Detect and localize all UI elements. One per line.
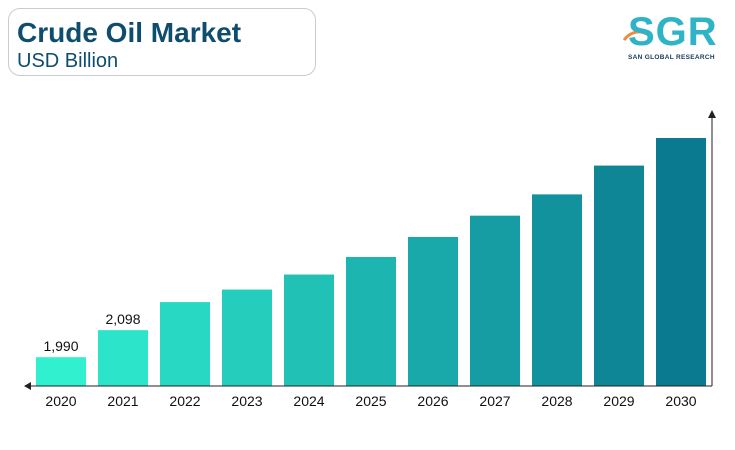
data-label-2021: 2,098 [105, 311, 140, 327]
x-axis-arrow-icon [24, 382, 31, 390]
sgr-logo: SGR SAN GLOBAL RESEARCH [622, 10, 726, 66]
y-axis-arrow-icon [708, 110, 716, 118]
bar-2029 [594, 165, 644, 386]
bar-2024 [284, 274, 334, 386]
bar-2028 [532, 194, 582, 386]
x-tick-label-2024: 2024 [293, 393, 324, 409]
x-tick-label-2027: 2027 [479, 393, 510, 409]
x-tick-label-2026: 2026 [417, 393, 448, 409]
x-tick-label-2022: 2022 [169, 393, 200, 409]
logo-letters: SGR [628, 10, 718, 54]
x-tick-label-2023: 2023 [231, 393, 262, 409]
bar-2023 [222, 289, 272, 386]
bar-2022 [160, 302, 210, 386]
data-label-2020: 1,990 [43, 338, 78, 354]
x-tick-label-2025: 2025 [355, 393, 386, 409]
bar-2020 [36, 357, 86, 386]
chart-title: Crude Oil Market [17, 17, 242, 48]
x-tick-label-2021: 2021 [107, 393, 138, 409]
bar-2025 [346, 257, 396, 386]
bar-2021 [98, 330, 148, 386]
bar-2027 [470, 215, 520, 386]
logo-swoosh-icon [622, 30, 651, 41]
title-box: Crude Oil Market USD Billion [8, 8, 316, 76]
bar-2030 [656, 138, 706, 386]
chart-subtitle: USD Billion [17, 50, 119, 72]
x-tick-label-2028: 2028 [541, 393, 572, 409]
x-tick-label-2020: 2020 [45, 393, 76, 409]
x-tick-label-2030: 2030 [665, 393, 696, 409]
logo-tagline: SAN GLOBAL RESEARCH [628, 54, 715, 61]
bar-2026 [408, 236, 458, 386]
x-tick-label-2029: 2029 [603, 393, 634, 409]
